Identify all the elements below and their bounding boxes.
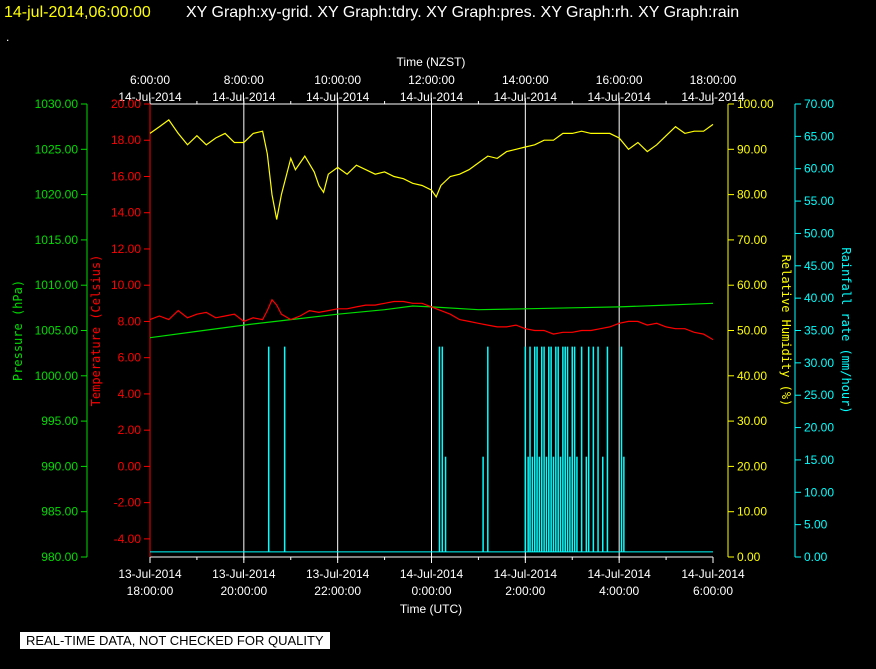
humidity-axis-tick-label: 100.00 [737, 97, 774, 111]
rain-axis-tick-label: 50.00 [804, 226, 834, 240]
x-tick-label-nzst-date: 14-Jul-2014 [587, 90, 651, 104]
pressure-axis-tick-label: 1020.00 [35, 188, 79, 202]
header-bar: 14-jul-2014,06:00:00 XY Graph:xy-grid. X… [0, 0, 876, 44]
rain-axis-tick-label: 20.00 [804, 421, 834, 435]
rain-axis-tick-label: 15.00 [804, 453, 834, 467]
pressure-axis-tick-label: 980.00 [41, 550, 78, 564]
x-tick-label-nzst-time: 12:00:00 [408, 73, 455, 87]
pressure-axis-tick-label: 1005.00 [35, 324, 79, 338]
x-tick-label-utc-date: 14-Jul-2014 [494, 567, 558, 581]
rain-axis-tick-label: 5.00 [804, 518, 828, 532]
x-tick-label-utc-time: 0:00:00 [411, 584, 451, 598]
x-tick-label-nzst-time: 18:00:00 [690, 73, 737, 87]
pressure-axis-title: Pressure (hPa) [11, 280, 25, 381]
x-tick-label-nzst-time: 14:00:00 [502, 73, 549, 87]
rain-axis-tick-label: 70.00 [804, 97, 834, 111]
grid-lines [243, 104, 620, 557]
temperature-axis-tick-label: 6.00 [118, 351, 142, 365]
x-tick-label-utc-time: 2:00:00 [505, 584, 545, 598]
temperature-axis-tick-label: -4.00 [114, 532, 142, 546]
rain-axis-tick-label: 25.00 [804, 388, 834, 402]
temperature-axis-tick-label: 20.00 [111, 97, 141, 111]
x-tick-label-nzst-date: 14-Jul-2014 [212, 90, 276, 104]
temperature-axis-tick-label: 4.00 [118, 387, 142, 401]
pressure-axis-tick-label: 1030.00 [35, 97, 79, 111]
pressure-axis-tick-label: 990.00 [41, 459, 78, 473]
x-tick-label-utc-date: 13-Jul-2014 [118, 567, 182, 581]
rain-axis-title: Rainfall rate (mm/hour) [839, 247, 853, 413]
quality-disclaimer: REAL-TIME DATA, NOT CHECKED FOR QUALITY [20, 632, 330, 649]
humidity-axis-tick-label: 20.00 [737, 459, 767, 473]
bottom-axis-title: Time (UTC) [400, 602, 462, 616]
humidity-axis-tick-label: 40.00 [737, 369, 767, 383]
temperature-axis-title: Temperature (Celsius) [89, 255, 103, 407]
x-tick-label-nzst-time: 6:00:00 [130, 73, 170, 87]
humidity-axis-tick-label: 60.00 [737, 278, 767, 292]
temperature-axis-tick-label: 16.00 [111, 169, 141, 183]
pressure-axis-tick-label: 1025.00 [35, 142, 79, 156]
x-tick-label-nzst-date: 14-Jul-2014 [400, 90, 464, 104]
x-tick-label-utc-date: 14-Jul-2014 [681, 567, 745, 581]
x-tick-label-nzst-time: 10:00:00 [314, 73, 361, 87]
series [149, 119, 714, 553]
rain-axis-tick-label: 60.00 [804, 162, 834, 176]
temperature-axis-tick-label: 2.00 [118, 423, 142, 437]
humidity-axis-tick-label: 90.00 [737, 142, 767, 156]
graph-titles: XY Graph:xy-grid. XY Graph:tdry. XY Grap… [186, 4, 740, 21]
x-tick-label-utc-time: 6:00:00 [693, 584, 733, 598]
rain-axis-tick-label: 65.00 [804, 129, 834, 143]
x-tick-label-utc-time: 4:00:00 [599, 584, 639, 598]
temperature-axis-tick-label: 10.00 [111, 278, 141, 292]
x-tick-label-utc-date: 13-Jul-2014 [306, 567, 370, 581]
temperature-axis-tick-label: 18.00 [111, 133, 141, 147]
x-tick-label-utc-time: 22:00:00 [314, 584, 361, 598]
top-axis-title: Time (NZST) [397, 55, 466, 69]
axes [81, 98, 801, 563]
x-tick-label-nzst-date: 14-Jul-2014 [681, 90, 745, 104]
pressure-axis-tick-label: 985.00 [41, 505, 78, 519]
x-tick-label-utc-time: 20:00:00 [220, 584, 267, 598]
x-tick-label-utc-date: 14-Jul-2014 [400, 567, 464, 581]
x-tick-label-utc-time: 18:00:00 [127, 584, 174, 598]
humidity-axis-tick-label: 50.00 [737, 324, 767, 338]
humidity-series [149, 119, 714, 220]
temperature-axis-tick-label: 14.00 [111, 206, 141, 220]
temperature-axis-tick-label: 8.00 [118, 314, 142, 328]
x-tick-label-utc-date: 14-Jul-2014 [587, 567, 651, 581]
rain-axis-tick-label: 40.00 [804, 291, 834, 305]
x-tick-label-nzst-date: 14-Jul-2014 [118, 90, 182, 104]
pressure-axis-tick-label: 995.00 [41, 414, 78, 428]
humidity-axis-tick-label: 70.00 [737, 233, 767, 247]
x-tick-label-nzst-date: 14-Jul-2014 [494, 90, 558, 104]
humidity-axis-tick-label: 30.00 [737, 414, 767, 428]
rain-axis-tick-label: 55.00 [804, 194, 834, 208]
temperature-axis-tick-label: 0.00 [118, 459, 142, 473]
rain-axis-tick-label: 35.00 [804, 324, 834, 338]
rain-axis-tick-label: 45.00 [804, 259, 834, 273]
humidity-axis-tick-label: 0.00 [737, 550, 761, 564]
rain-axis-tick-label: 30.00 [804, 356, 834, 370]
temperature-axis-tick-label: -2.00 [114, 496, 142, 510]
x-tick-label-nzst-time: 8:00:00 [224, 73, 264, 87]
pressure-axis-tick-label: 1010.00 [35, 278, 79, 292]
pressure-axis-tick-label: 1000.00 [35, 369, 79, 383]
timestamp: 14-jul-2014,06:00:00 [4, 4, 151, 21]
pressure-axis-tick-label: 1015.00 [35, 233, 79, 247]
humidity-axis-tick-label: 80.00 [737, 188, 767, 202]
axis-labels: 13-Jul-2014 18:00:00 6:00:00 14-Jul-2014 13-… [11, 55, 853, 616]
x-tick-label-nzst-date: 14-Jul-2014 [306, 90, 370, 104]
header-dot: . [6, 30, 10, 44]
x-tick-label-nzst-time: 16:00:00 [596, 73, 643, 87]
rain-axis-tick-label: 10.00 [804, 485, 834, 499]
humidity-axis-title: Relative Humidity (%) [779, 255, 793, 407]
temperature-series [149, 298, 714, 341]
x-tick-label-utc-date: 13-Jul-2014 [212, 567, 276, 581]
temperature-axis-tick-label: 12.00 [111, 242, 141, 256]
rain-axis-tick-label: 0.00 [804, 550, 828, 564]
humidity-axis-tick-label: 10.00 [737, 505, 767, 519]
